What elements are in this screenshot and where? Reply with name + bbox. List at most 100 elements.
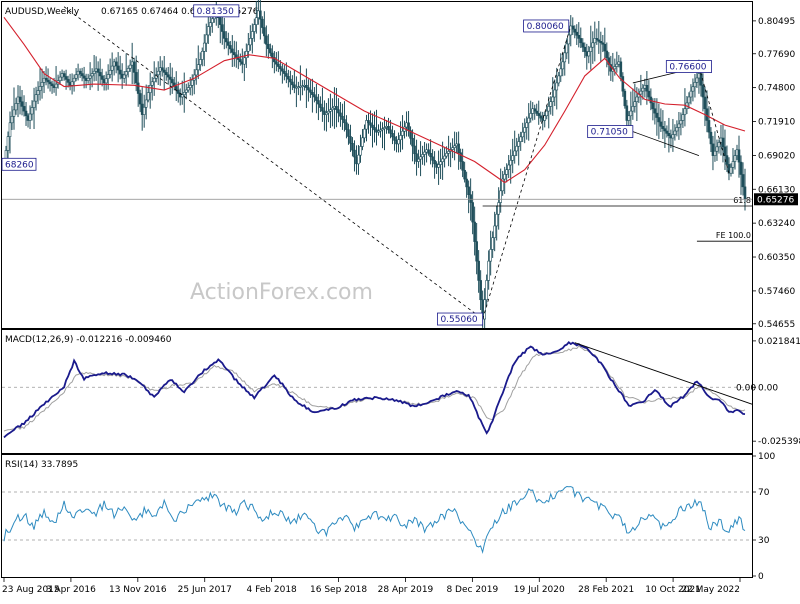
candle-body <box>613 66 617 70</box>
candle-body <box>335 106 338 110</box>
x-tick-label: 16 Sep 2018 <box>310 585 367 595</box>
candle-body <box>182 92 186 95</box>
ohlc-readout: 0.67165 0.67464 0.65103 0.65276 <box>101 7 259 17</box>
trendline <box>698 66 730 174</box>
x-tick-label: 22 May 2022 <box>681 585 740 595</box>
candle-body <box>383 127 386 129</box>
candle-body <box>255 17 258 25</box>
candle-body <box>381 128 384 131</box>
candle-body <box>347 129 350 137</box>
candle-body <box>48 81 52 85</box>
macd-y-tick-label: 0.00 <box>758 383 778 393</box>
candle-body <box>433 160 436 165</box>
candle-body <box>114 61 118 67</box>
candle-body <box>557 75 561 84</box>
candle-body <box>567 34 571 45</box>
candle-body <box>443 155 446 160</box>
candle-body <box>349 136 352 144</box>
candle-body <box>399 135 402 140</box>
candle-body <box>545 110 549 117</box>
candle-body <box>487 260 490 281</box>
candle-body <box>130 61 134 66</box>
candle-body <box>583 46 587 52</box>
candle-body <box>333 106 336 109</box>
x-tick-label: 10 Oct 2021 <box>645 585 701 595</box>
candle-body <box>82 75 86 79</box>
candle-body <box>519 136 522 142</box>
candle-body <box>204 34 208 44</box>
candle-body <box>148 84 152 93</box>
candle-body <box>461 161 464 171</box>
candle-body <box>587 51 591 57</box>
candle-body <box>104 78 108 84</box>
candle-body <box>339 112 342 117</box>
price-annotation-label: 0.76600 <box>669 63 706 73</box>
rsi-line <box>3 485 746 554</box>
price-y-tick-label: 0.80495 <box>758 17 795 27</box>
candle-body <box>417 158 420 162</box>
candle-body <box>277 63 280 67</box>
candle-body <box>679 120 683 125</box>
price-annotation-label: 0.55060 <box>440 315 477 325</box>
candle-body <box>575 31 579 36</box>
candle-body <box>32 100 36 108</box>
candle-body <box>377 130 380 133</box>
candle-body <box>439 161 442 165</box>
candle-body <box>619 61 623 77</box>
candle-body <box>138 93 142 105</box>
candle-body <box>537 113 541 117</box>
candle-body <box>128 64 132 69</box>
candle-body <box>669 135 673 139</box>
candle-body <box>577 34 581 39</box>
candle-body <box>241 61 244 65</box>
candle-body <box>295 86 298 89</box>
candle-body <box>413 145 416 155</box>
candle-body <box>733 155 737 162</box>
candle-body <box>375 129 378 133</box>
candle-body <box>158 67 162 72</box>
candle-body <box>649 96 653 104</box>
candle-body <box>479 280 482 301</box>
candle-body <box>735 149 739 156</box>
candle-body <box>729 167 733 174</box>
candle-body <box>329 109 332 112</box>
chart-header: AUDUSD,Weekly 0.67165 0.67464 0.65103 0.… <box>5 7 259 17</box>
rsi-panel-frame <box>1 454 753 578</box>
candle-body <box>697 73 701 79</box>
price-y-tick-label: 0.60350 <box>758 253 795 263</box>
candle-body <box>645 84 649 92</box>
candle-body <box>190 79 194 86</box>
candle-body <box>491 237 494 250</box>
candle-body <box>265 35 268 45</box>
candle-body <box>12 109 16 117</box>
candle-body <box>379 129 382 132</box>
candle-body <box>457 143 460 153</box>
candle-body <box>247 44 250 52</box>
candle-body <box>741 174 745 188</box>
candle-body <box>473 221 476 242</box>
price-y-tick-label: 0.54655 <box>758 320 795 330</box>
candle-body <box>263 27 266 37</box>
x-tick-label: 13 Nov 2016 <box>109 585 167 595</box>
candle-body <box>184 89 188 93</box>
candle-body <box>683 108 687 115</box>
candle-body <box>279 66 282 70</box>
candle-body <box>355 156 358 165</box>
candle-body <box>222 31 226 39</box>
candle-body <box>631 106 635 112</box>
candle-body <box>285 73 288 77</box>
candle-body <box>597 39 601 42</box>
candle-body <box>309 89 312 93</box>
candle-body <box>34 94 38 102</box>
candle-body <box>721 137 725 148</box>
candle-body <box>541 117 545 121</box>
candle-body <box>60 73 64 78</box>
candle-body <box>667 133 671 136</box>
candle-body <box>321 107 324 112</box>
candle-body <box>437 164 440 168</box>
rsi-title: RSI(14) 33.7895 <box>5 460 78 470</box>
candle-body <box>677 123 681 128</box>
candle-body <box>547 106 551 112</box>
candle-body <box>551 96 555 103</box>
price-y-tick-label: 0.69020 <box>758 151 795 161</box>
